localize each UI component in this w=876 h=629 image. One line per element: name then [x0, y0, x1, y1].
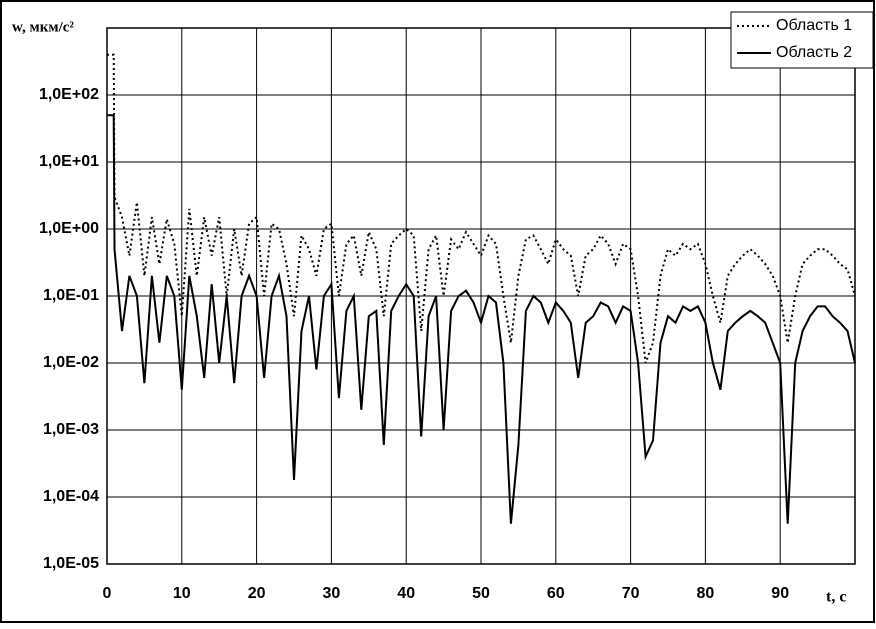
x-tick-label: 40 [397, 585, 415, 602]
x-axis-title: t, c [826, 589, 846, 606]
y-tick-label: 1,0E-01 [43, 287, 99, 304]
y-tick-label: 1,0E-04 [43, 488, 99, 505]
y-tick-label: 1,0E-03 [43, 421, 99, 438]
x-tick-label: 70 [622, 585, 640, 602]
y-tick-label: 1,0E-02 [43, 354, 99, 371]
x-tick-label: 20 [248, 585, 266, 602]
y-axis-title: w, мкм/с² [12, 19, 74, 35]
y-tick-label: 1,0E+01 [39, 153, 99, 170]
y-tick-label: 1,0E+02 [39, 86, 99, 103]
y-tick-label: 1,0E-05 [43, 555, 99, 572]
y-tick-label: 1,0E+00 [39, 220, 99, 237]
legend-label: Область 1 [776, 17, 852, 34]
x-tick-label: 80 [697, 585, 715, 602]
x-tick-label: 30 [323, 585, 341, 602]
x-tick-label: 60 [547, 585, 565, 602]
x-tick-label: 90 [771, 585, 789, 602]
x-tick-label: 10 [173, 585, 191, 602]
legend-box [730, 11, 874, 69]
x-tick-label: 0 [103, 585, 112, 602]
series-line [107, 114, 856, 524]
x-tick-label: 50 [472, 585, 490, 602]
legend-label: Область 2 [776, 44, 852, 61]
series-line [107, 53, 856, 364]
